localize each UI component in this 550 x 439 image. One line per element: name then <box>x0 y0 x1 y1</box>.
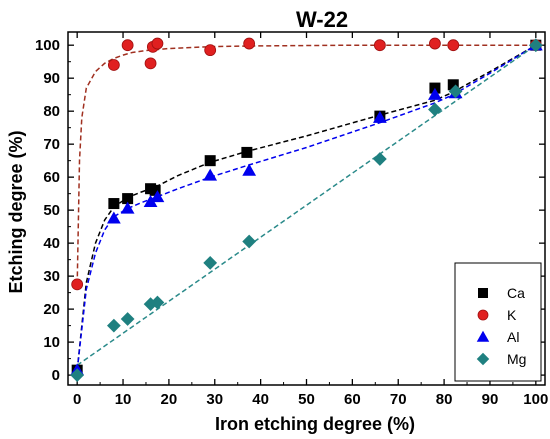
data-point-ca <box>149 184 161 196</box>
legend-label-ca: Ca <box>507 285 525 301</box>
data-point-al <box>428 87 442 100</box>
data-point-mg <box>373 152 387 166</box>
data-point-ca <box>447 79 459 91</box>
x-tick-label: 0 <box>73 391 81 408</box>
fit-line-k <box>76 44 536 285</box>
x-tick-label: 50 <box>298 391 315 408</box>
data-point-k <box>71 278 84 291</box>
data-point-al <box>373 110 387 123</box>
y-tick-label: 80 <box>43 103 60 120</box>
data-point-k <box>429 37 441 50</box>
data-point-mg <box>106 318 121 333</box>
legend-label-k: K <box>507 307 517 323</box>
data-point-k <box>151 37 164 50</box>
data-point-ca <box>122 193 134 205</box>
data-point-ca <box>241 146 253 158</box>
data-point-k <box>121 39 134 52</box>
data-point-mg <box>448 84 463 99</box>
y-tick-label: 10 <box>43 334 60 351</box>
plot-area: 0 10 20 30 40 50 60 70 80 90 100 0 10 20 30 40 50 60 70 80 9… <box>35 31 548 408</box>
legend-marker-al <box>476 330 490 342</box>
y-tick-label: 50 <box>43 202 60 219</box>
data-point-k <box>447 39 460 52</box>
y-tick-label: 90 <box>43 70 60 87</box>
data-point-k <box>204 44 217 57</box>
y-tick-label: 30 <box>43 268 60 285</box>
data-point-mg <box>528 38 543 53</box>
data-point-al <box>242 163 257 176</box>
legend-marker-ca <box>478 288 488 298</box>
fit-line-mg <box>76 44 537 366</box>
data-point-k <box>144 57 157 70</box>
fit-line-ca <box>76 44 537 371</box>
x-tick-label: 70 <box>390 391 407 408</box>
y-tick-label: 40 <box>43 235 60 252</box>
data-point-mg <box>428 102 442 117</box>
data-point-mg <box>242 234 257 249</box>
y-tick-label: 70 <box>43 136 60 153</box>
legend-marker-mg <box>476 352 490 366</box>
y-axis-title: Etching degree (%) <box>6 130 26 293</box>
y-tick-label: 60 <box>43 169 60 186</box>
data-point-al <box>150 190 165 203</box>
data-point-al <box>203 168 218 181</box>
data-point-k <box>373 39 386 52</box>
y-tick-label: 100 <box>35 37 60 54</box>
data-point-mg <box>203 256 218 270</box>
x-tick-label: 30 <box>206 391 223 408</box>
data-point-mg <box>150 295 165 310</box>
data-point-ca <box>108 198 120 210</box>
data-point-ca <box>204 155 216 167</box>
fit-line-al <box>76 44 537 371</box>
legend-box <box>454 262 542 382</box>
x-tick-label: 20 <box>161 391 178 408</box>
x-tick-label: 40 <box>252 391 269 408</box>
x-tick-label: 100 <box>523 391 548 408</box>
x-tick-label: 10 <box>115 391 132 408</box>
data-point-k <box>107 59 120 71</box>
data-point-mg <box>70 368 85 382</box>
x-tick-label: 60 <box>344 391 361 408</box>
y-tick-label: 0 <box>52 367 60 384</box>
legend-label-mg: Mg <box>507 351 526 367</box>
data-point-al <box>143 195 158 208</box>
data-point-al <box>106 211 121 224</box>
x-tick-label: 90 <box>482 391 499 408</box>
x-tick-label: 80 <box>436 391 453 408</box>
data-point-al <box>120 201 135 214</box>
data-point-mg <box>120 312 135 326</box>
chart-title: W-22 <box>296 7 348 32</box>
data-point-k <box>243 37 256 50</box>
x-axis-title: Iron etching degree (%) <box>215 414 415 434</box>
legend-label-al: Al <box>507 329 519 345</box>
legend-marker-k <box>477 309 489 321</box>
y-tick-label: 20 <box>43 301 60 318</box>
